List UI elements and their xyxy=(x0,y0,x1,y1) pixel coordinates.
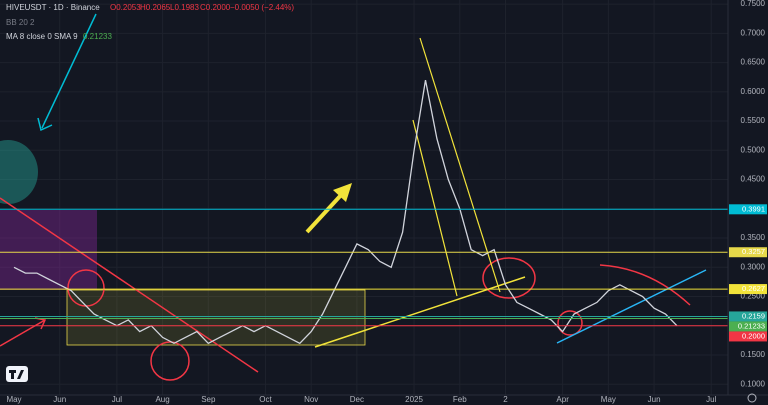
settings-button[interactable] xyxy=(747,393,757,403)
x-tick-label: Jul xyxy=(706,395,716,404)
y-tick-label: 0.7500 xyxy=(741,0,766,8)
y-tick-label: 0.5500 xyxy=(741,116,766,125)
x-tick-label: Feb xyxy=(453,395,467,404)
x-tick-label: Nov xyxy=(304,395,318,404)
price-tag xyxy=(729,204,767,215)
price-tag-label: 0.2159 xyxy=(742,311,765,320)
price-tag-label: 0.3257 xyxy=(742,247,765,256)
red-circle xyxy=(557,310,583,336)
yellow-trendline xyxy=(419,37,501,293)
yellow-arrow xyxy=(305,192,344,234)
price-tag xyxy=(729,331,767,342)
x-tick-label: Sep xyxy=(201,395,216,404)
x-tick-label: 2025 xyxy=(405,395,423,404)
x-tick-label: 2 xyxy=(503,395,508,404)
change: −0.0050 (−2.44%) xyxy=(230,3,294,12)
indicator: MA 8 close 0 SMA 9 xyxy=(6,32,78,41)
indicator: BB 20 2 xyxy=(6,18,35,27)
y-tick-label: 0.2500 xyxy=(741,292,766,301)
low: L0.1983 xyxy=(170,3,199,12)
x-tick-label: Apr xyxy=(556,395,569,404)
x-tick-label: Jun xyxy=(648,395,661,404)
y-tick-label: 0.5000 xyxy=(741,145,766,154)
price-tag xyxy=(729,311,767,322)
cyan-arrow-head xyxy=(37,117,53,132)
x-tick-label: Jun xyxy=(53,395,66,404)
price-tag xyxy=(729,321,767,332)
y-tick-label: 0.6500 xyxy=(741,58,766,67)
cyan-arrow xyxy=(41,13,97,129)
price-tag-label: 0.2000 xyxy=(742,331,765,340)
yellow-trendline xyxy=(412,119,458,297)
red-arc xyxy=(599,264,691,306)
x-tick-label: Dec xyxy=(350,395,364,404)
red-circle xyxy=(150,341,190,381)
axes: 0.10000.15000.20000.25000.30000.35000.40… xyxy=(6,0,767,404)
price-tag xyxy=(729,247,767,258)
red-trendline xyxy=(0,197,259,373)
logo xyxy=(6,366,28,382)
red-arrow xyxy=(0,319,46,347)
open: O0.2053 xyxy=(110,3,141,12)
x-tick-label: May xyxy=(6,395,21,404)
blue-trendline xyxy=(556,269,707,344)
plot xyxy=(0,79,728,345)
annotations xyxy=(0,13,707,381)
x-tick-label: May xyxy=(601,395,616,404)
purple-zone xyxy=(0,210,97,290)
indicator-value: 0.21233 xyxy=(83,32,112,41)
price-tag-label: 0.3991 xyxy=(742,204,765,213)
yellow-zone xyxy=(66,289,366,346)
price-tag-label: 0.2627 xyxy=(742,284,765,293)
yellow-arrow-head xyxy=(333,183,352,202)
y-tick-label: 0.3500 xyxy=(741,233,766,242)
price-tag xyxy=(729,284,767,295)
y-tick-label: 0.6000 xyxy=(741,87,766,96)
y-tick-label: 0.1500 xyxy=(741,350,766,359)
red-circle xyxy=(482,257,536,299)
x-tick-label: Oct xyxy=(259,395,272,404)
symbol: HIVEUSDT · 1D · Binance xyxy=(6,3,100,12)
price-tag-label: 0.21233 xyxy=(738,321,765,330)
x-tick-label: Aug xyxy=(155,395,169,404)
x-tick-label: Jul xyxy=(112,395,122,404)
teal-shape xyxy=(0,140,38,204)
y-tick-label: 0.7000 xyxy=(741,28,766,37)
y-tick-label: 0.1000 xyxy=(741,379,766,388)
y-tick-label: 0.3000 xyxy=(741,262,766,271)
close: C0.2000 xyxy=(200,3,231,12)
high: H0.2065 xyxy=(140,3,171,12)
y-tick-label: 0.4500 xyxy=(741,175,766,184)
